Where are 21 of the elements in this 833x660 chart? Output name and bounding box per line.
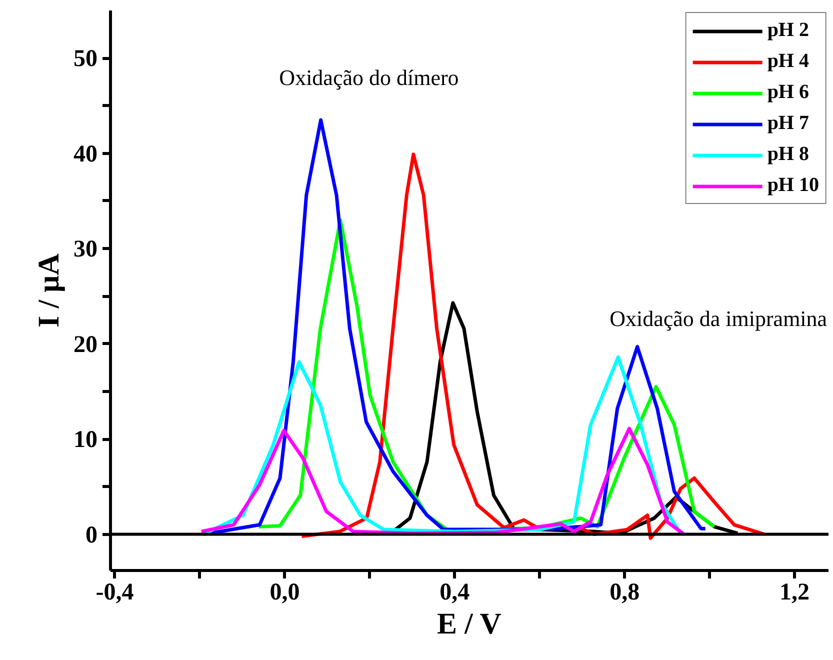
x-tick-label: 0,8: [610, 580, 640, 606]
y-tick-label: 10: [74, 427, 98, 454]
x-axis-title: E / V: [436, 608, 502, 640]
legend-label: pH 7: [767, 112, 809, 135]
x-tick-label: 0,4: [440, 580, 470, 606]
y-tick-label: 40: [74, 141, 98, 168]
legend-label: pH 8: [767, 143, 809, 166]
x-tick-label: -0,4: [96, 580, 134, 606]
y-tick-label: 0: [86, 522, 98, 548]
x-tick-label: 0,0: [270, 580, 300, 606]
y-tick-label: 30: [74, 236, 98, 263]
annotation: Oxidação do dímero: [279, 65, 459, 90]
y-tick-label: 50: [74, 46, 98, 72]
legend-label: pH 2: [767, 19, 809, 42]
legend-label: pH 10: [767, 174, 819, 197]
y-axis-title: I / µA: [32, 253, 66, 328]
legend-label: pH 4: [767, 50, 809, 73]
annotation: Oxidação da imipramina: [610, 306, 828, 331]
legend-label: pH 6: [767, 81, 809, 104]
x-tick-label: 1,2: [780, 580, 810, 606]
y-tick-label: 20: [74, 332, 98, 358]
